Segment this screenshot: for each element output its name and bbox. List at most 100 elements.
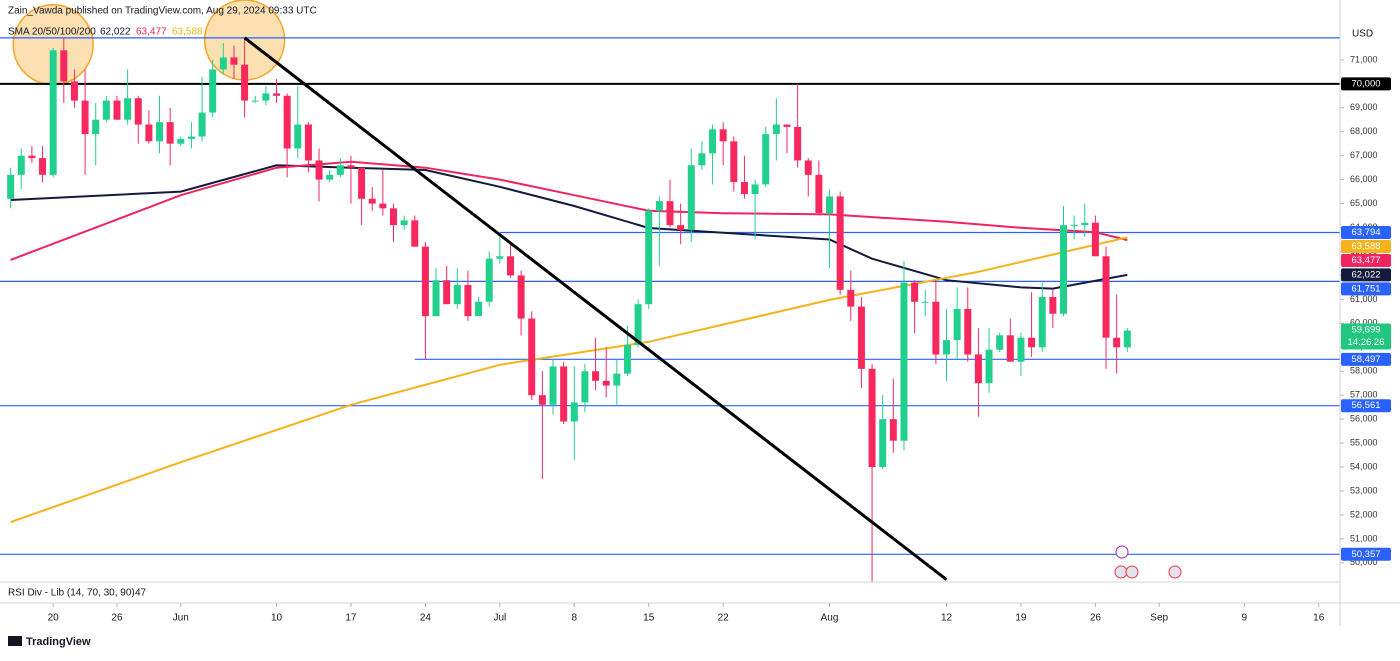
y-tick-label: 67,000 [1350, 150, 1378, 160]
price-badge-label: 50,357 [1351, 549, 1380, 560]
candle-body [379, 203, 387, 209]
candle-body [687, 165, 695, 230]
y-tick-label: 68,000 [1350, 126, 1378, 136]
event-icon[interactable] [1115, 545, 1129, 559]
brand-logo: TradingView [8, 636, 91, 648]
candle-body [421, 246, 429, 317]
candle-body [549, 366, 557, 405]
candle-body [124, 98, 132, 120]
candle-body [209, 69, 217, 113]
candle-body [677, 225, 685, 230]
price-badge-label: 62,022 [1351, 269, 1380, 280]
candle-body [900, 282, 908, 441]
candle-body [602, 380, 610, 386]
candle-body [17, 155, 25, 175]
candle-body [400, 220, 408, 226]
candle-body [336, 165, 344, 175]
candle-body [645, 210, 653, 305]
candle-body [315, 160, 323, 180]
candle-body [49, 50, 57, 175]
price-badge [1341, 352, 1391, 366]
event-icon[interactable] [1125, 565, 1139, 579]
candle-body [219, 57, 227, 70]
candle-body [389, 208, 397, 226]
x-tick-label: 19 [1015, 613, 1027, 624]
price-badge-label: 56,561 [1351, 400, 1380, 411]
y-tick-label: 66,000 [1350, 174, 1378, 184]
candle-body [751, 184, 759, 194]
candle-body [1049, 296, 1057, 314]
sma-legend-value: 63,477 [136, 27, 167, 38]
price-badge-label: 70,000 [1351, 78, 1380, 89]
candle-body [1070, 225, 1078, 227]
y-tick-label: 65,000 [1350, 198, 1378, 208]
candle-body [92, 119, 100, 135]
candle-body [847, 289, 855, 307]
candle-body [262, 93, 270, 101]
candle-body [475, 301, 483, 317]
candle-body [283, 95, 291, 149]
candle-body [134, 98, 142, 125]
candle-body [102, 100, 110, 120]
event-icon[interactable] [1114, 565, 1128, 579]
candle-body [1113, 337, 1121, 348]
y-tick-label: 52,000 [1350, 509, 1378, 519]
candle-body [953, 308, 961, 341]
x-tick-label: 10 [271, 613, 283, 624]
x-tick-label: 26 [111, 613, 123, 624]
candle-body [326, 174, 334, 180]
y-tick-label: 61,000 [1350, 294, 1378, 304]
candle-body [868, 368, 876, 468]
price-badge [1341, 282, 1391, 296]
candle-body [815, 174, 823, 214]
candle-body [826, 196, 834, 214]
candle-body [273, 93, 281, 96]
event-icon[interactable] [1168, 565, 1182, 579]
candle-body [857, 306, 865, 369]
plot-area [0, 0, 1340, 582]
x-tick-label: Aug [821, 613, 839, 624]
x-tick-label: Jun [173, 613, 189, 624]
x-tick-label: 15 [643, 613, 655, 624]
candle-body [921, 301, 929, 303]
candle-body [113, 100, 121, 120]
candle-body [251, 100, 259, 102]
candle-body [496, 256, 504, 259]
header: Zain_Vawda published on TradingView.com,… [8, 6, 317, 17]
candle-body [538, 395, 546, 405]
candle-body [294, 124, 302, 149]
candle-body [996, 335, 1004, 350]
y-tick-label: 51,000 [1350, 533, 1378, 543]
candle-body [1102, 256, 1110, 338]
x-tick-label: 17 [345, 613, 357, 624]
y-tick-label: 56,000 [1350, 414, 1378, 424]
candle-body [368, 198, 376, 204]
x-tick-label: 12 [941, 613, 953, 624]
x-tick-label: 26 [1090, 613, 1102, 624]
candle-body [879, 419, 887, 468]
candle-body [698, 153, 706, 166]
candle-body [730, 141, 738, 183]
price-badge [1341, 399, 1391, 413]
candle-body [613, 373, 621, 386]
candle-body [719, 129, 727, 142]
x-tick-label: 8 [572, 613, 578, 624]
sma-legend-value: 63,588 [172, 27, 203, 38]
candle-body [453, 285, 461, 305]
candle-body [7, 174, 15, 199]
price-badge [1341, 547, 1391, 561]
candle-body [985, 349, 993, 384]
candle-body [39, 158, 47, 175]
candle-body [932, 301, 940, 355]
sma-line [10, 236, 1128, 524]
candle-body [528, 318, 536, 396]
x-tick-label: Jul [493, 613, 506, 624]
candle-body [145, 124, 153, 142]
candle-body [709, 129, 717, 154]
price-badge-label: 63,477 [1351, 255, 1380, 266]
y-tick-label: 60,000 [1350, 318, 1378, 328]
price-badge-label: 61,751 [1351, 283, 1380, 294]
candle-body [432, 280, 440, 317]
